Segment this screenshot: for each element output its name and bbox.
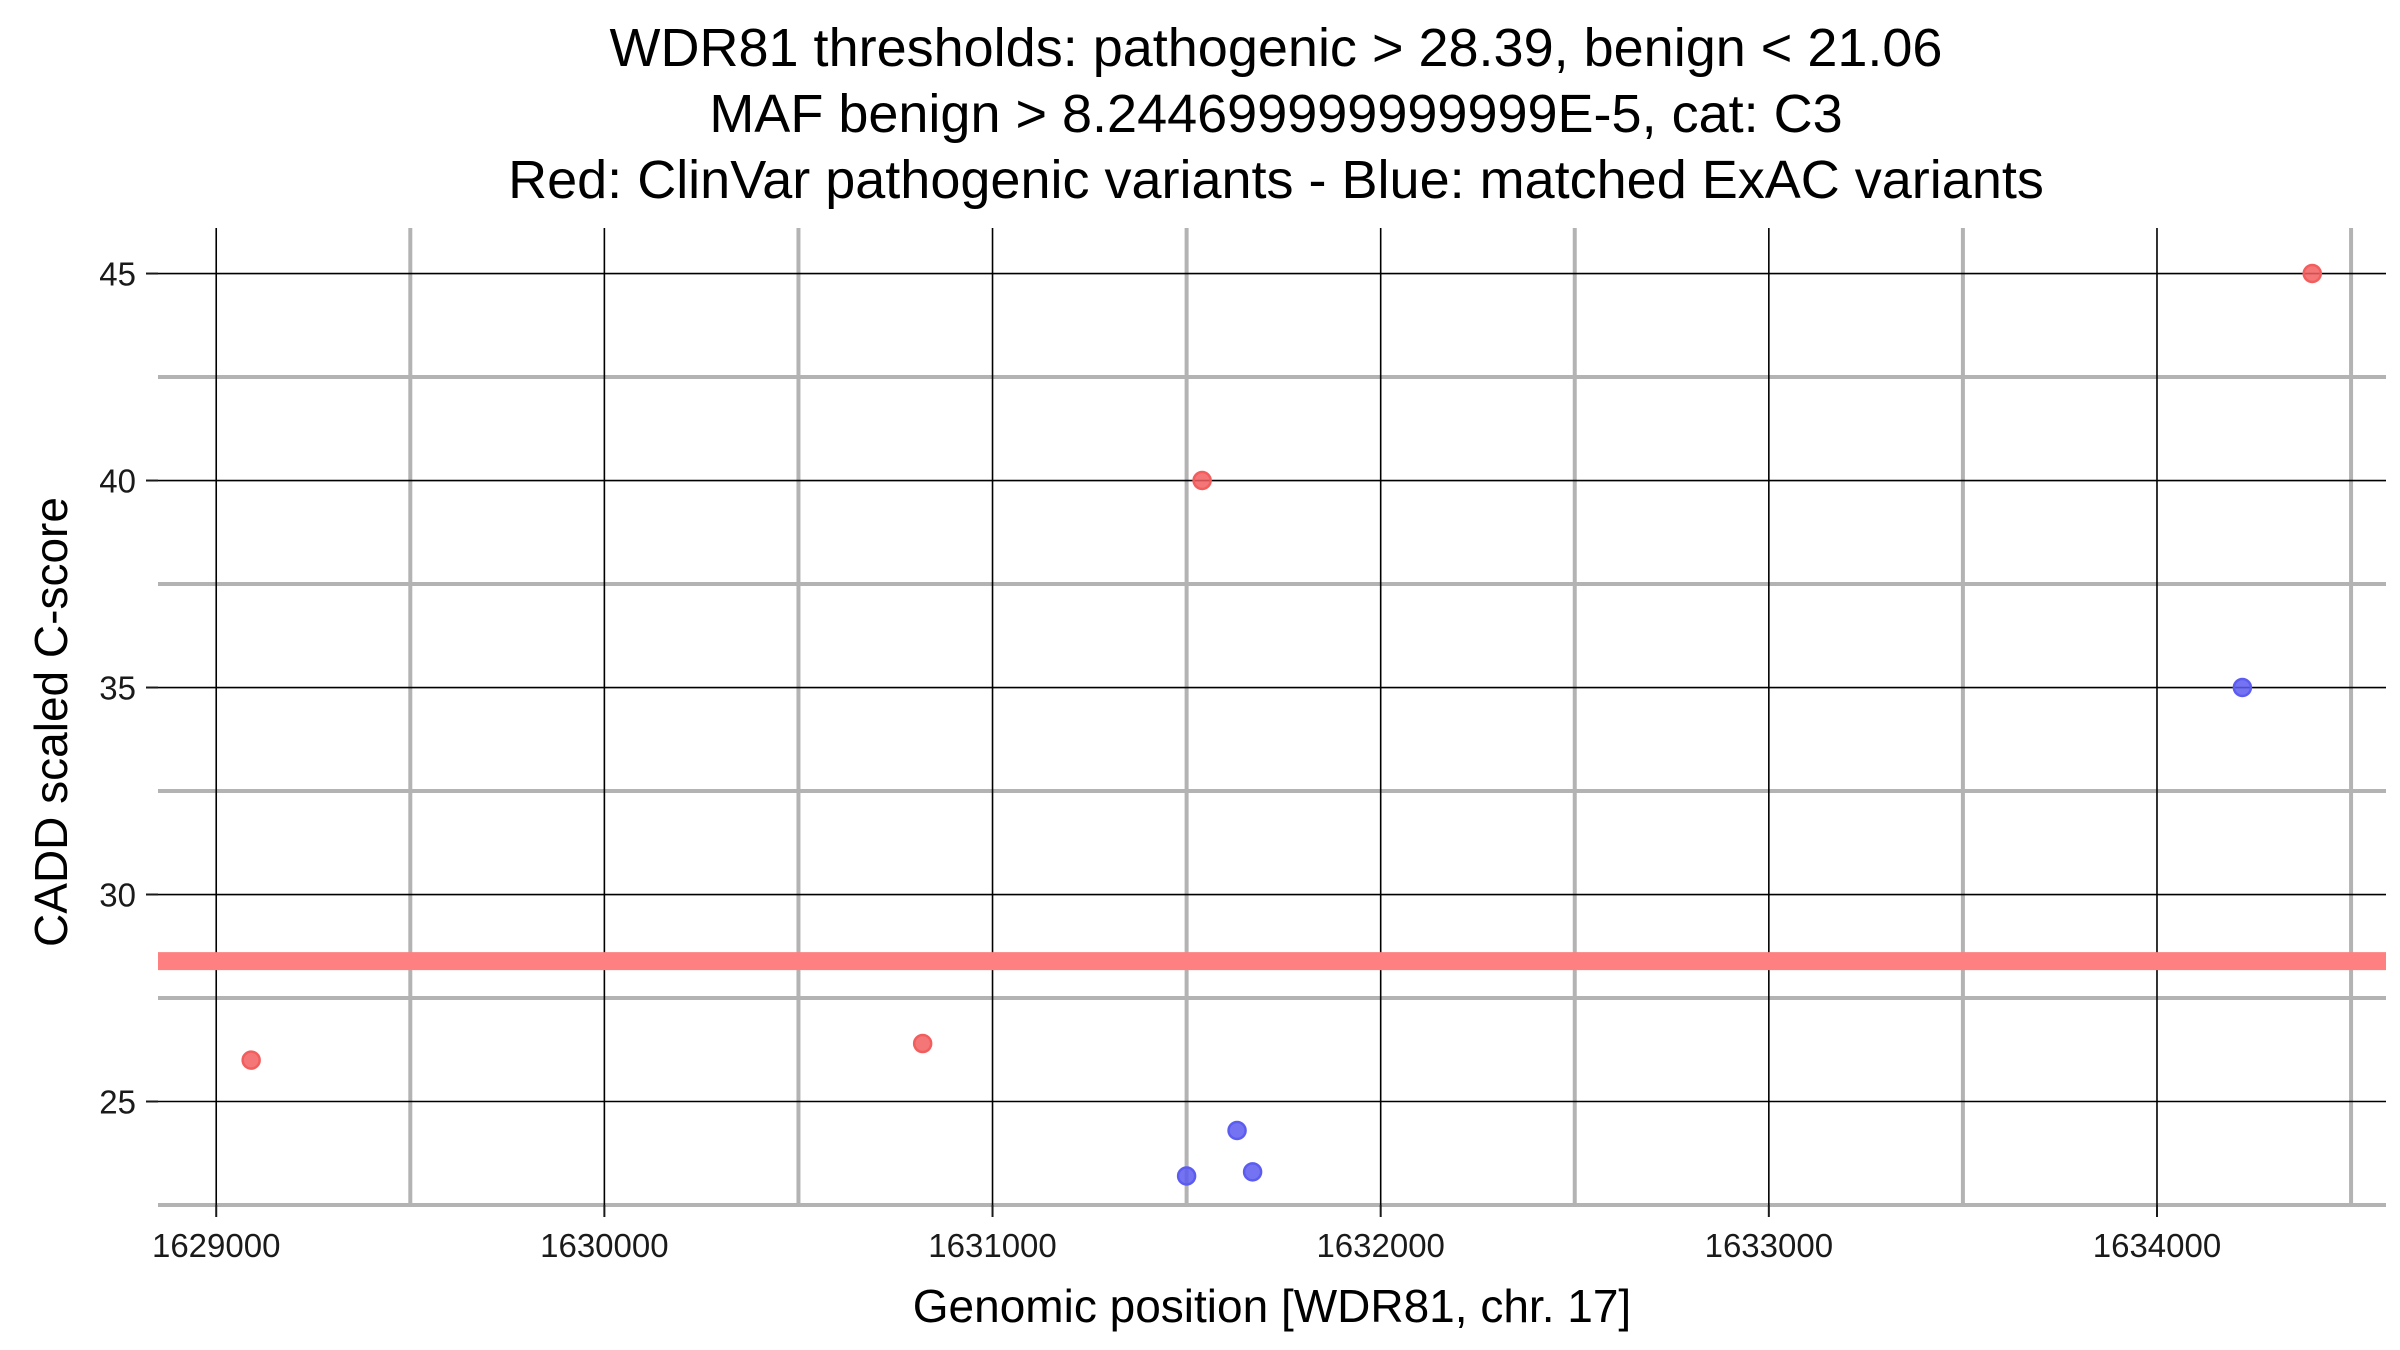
x-tick-label: 1634000	[2093, 1227, 2221, 1264]
exac-matched-point	[1227, 1120, 1247, 1141]
exac-matched-point	[1176, 1166, 1197, 1186]
exac-matched-point	[2232, 677, 2253, 698]
data-points	[241, 263, 2323, 1186]
clinvar-pathogenic-point	[912, 1033, 933, 1054]
x-tick-label: 1631000	[928, 1227, 1056, 1264]
minor-gridlines	[158, 228, 2386, 1207]
chart-title: WDR81 thresholds: pathogenic > 28.39, be…	[508, 18, 2044, 210]
title-line-3: Red: ClinVar pathogenic variants - Blue:…	[508, 150, 2044, 210]
y-tick-label: 25	[99, 1084, 136, 1121]
clinvar-pathogenic-point	[1192, 470, 1212, 491]
y-tick-label: 45	[99, 256, 136, 293]
x-tick-label: 1632000	[1316, 1227, 1444, 1264]
major-gridlines	[158, 228, 2386, 1205]
clinvar-pathogenic-point	[241, 1050, 261, 1070]
y-axis-label: CADD scaled C-score	[25, 497, 77, 947]
y-tick-label: 30	[99, 877, 136, 914]
x-axis-ticks: 1629000 1630000 1631000 1632000 1633000 16340…	[152, 1205, 2221, 1264]
y-tick-label: 40	[99, 463, 136, 500]
x-axis-label: Genomic position [WDR81, chr. 17]	[913, 1280, 1631, 1332]
y-axis-ticks: 25 30 35 40 45	[99, 256, 158, 1121]
x-tick-label: 1629000	[152, 1227, 280, 1264]
exac-matched-point	[1242, 1162, 1263, 1182]
x-tick-label: 1633000	[1705, 1227, 1833, 1264]
y-tick-label: 35	[99, 670, 136, 707]
clinvar-pathogenic-point	[2302, 263, 2323, 284]
title-line-2: MAF benign > 8.244699999999999E-5, cat: …	[709, 84, 1842, 144]
x-tick-label: 1630000	[540, 1227, 668, 1264]
title-line-1: WDR81 thresholds: pathogenic > 28.39, be…	[610, 18, 1943, 78]
